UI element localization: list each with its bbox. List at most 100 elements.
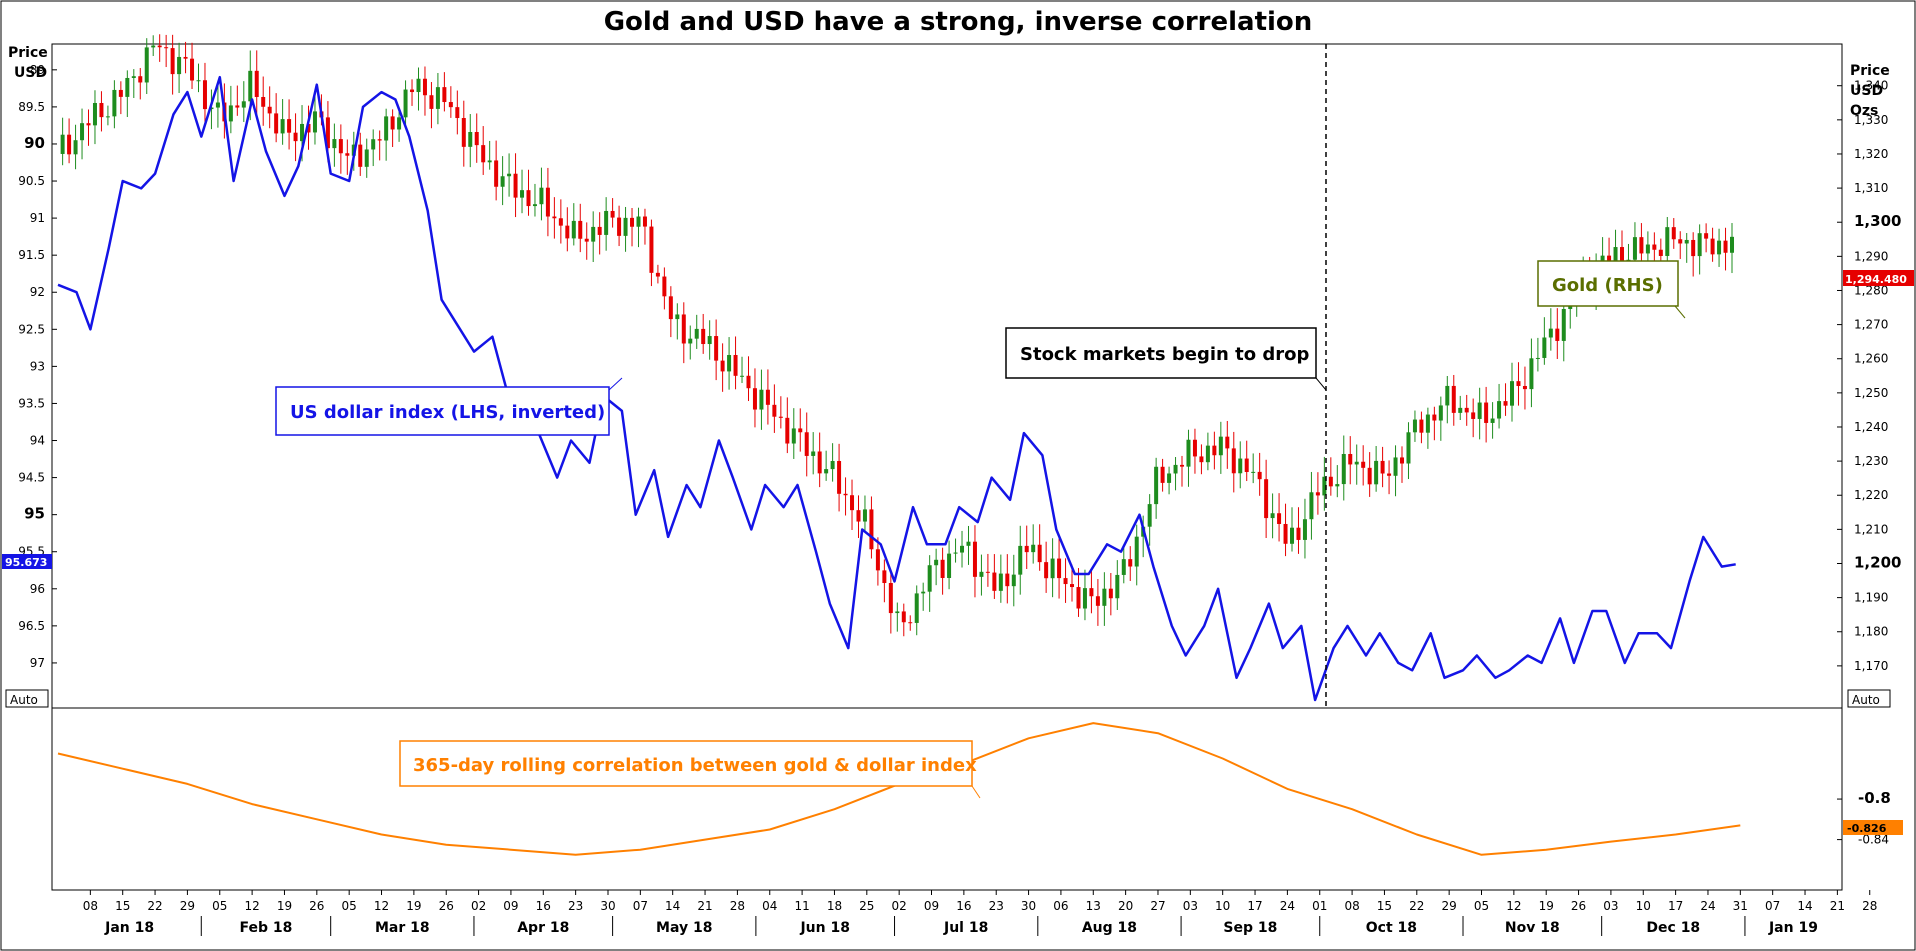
left-auto-button[interactable]: Auto bbox=[5, 689, 49, 708]
gold-candle bbox=[571, 203, 576, 246]
left-tick-label: 95 bbox=[24, 505, 45, 523]
gold-candle bbox=[86, 109, 91, 146]
gold-candle bbox=[371, 129, 376, 167]
gold-candle bbox=[364, 138, 369, 178]
x-day-label: 22 bbox=[1409, 899, 1424, 913]
x-month-label: Apr 18 bbox=[517, 920, 569, 936]
gold-candle bbox=[966, 525, 971, 565]
gold-candle bbox=[1309, 471, 1314, 540]
gold-candle bbox=[513, 153, 518, 218]
x-day-label: 23 bbox=[989, 899, 1004, 913]
right-auto-label: Auto bbox=[1852, 693, 1880, 707]
gold-candle bbox=[636, 207, 641, 248]
gold-candle bbox=[714, 319, 719, 381]
gold-candle bbox=[539, 167, 544, 221]
gold-candle bbox=[985, 553, 990, 587]
stocks-annotation: Stock markets begin to drop bbox=[1005, 327, 1327, 391]
gold-candle bbox=[507, 153, 512, 197]
gold-candle bbox=[312, 93, 317, 145]
right-tick-label: 1,300 bbox=[1854, 212, 1901, 230]
x-month-label: Nov 18 bbox=[1505, 920, 1560, 936]
gold-candle bbox=[241, 81, 246, 122]
gold-candle bbox=[1328, 457, 1333, 496]
right-tick-label: 1,340 bbox=[1854, 79, 1888, 93]
gold-candle bbox=[429, 82, 434, 129]
gold-candle bbox=[901, 603, 906, 637]
gold-candle bbox=[1167, 466, 1172, 495]
gold-candle bbox=[908, 615, 913, 631]
gold-annotation: Gold (RHS) bbox=[1537, 260, 1686, 319]
right-tick-label: 1,230 bbox=[1854, 454, 1888, 468]
gold-candle bbox=[1367, 452, 1372, 497]
gold-candle bbox=[688, 325, 693, 360]
gold-candle bbox=[487, 140, 492, 170]
gold-candle bbox=[1283, 503, 1288, 557]
left-tick-label: 97 bbox=[30, 656, 45, 670]
gold-candle bbox=[358, 132, 363, 176]
gold-candle bbox=[190, 42, 195, 89]
gold-candle bbox=[280, 99, 285, 145]
gold-candle bbox=[151, 35, 156, 57]
x-day-label: 24 bbox=[1700, 899, 1715, 913]
gold-candle bbox=[131, 69, 136, 99]
left-auto-label: Auto bbox=[10, 693, 38, 707]
gold-last-value-text: 1,294.480 bbox=[1845, 273, 1907, 286]
gold-candle bbox=[112, 80, 117, 129]
gold-candle bbox=[862, 495, 867, 533]
x-month-label: Jul 18 bbox=[943, 920, 988, 936]
gold-candle bbox=[1076, 568, 1081, 617]
gold-candle bbox=[157, 34, 162, 62]
gold-candle bbox=[177, 42, 182, 94]
gold-candle bbox=[1024, 525, 1029, 570]
gold-candle bbox=[338, 124, 343, 174]
gold-candle bbox=[422, 66, 427, 116]
gold-candle bbox=[1154, 457, 1159, 519]
x-day-label: 21 bbox=[697, 899, 712, 913]
gold-candle bbox=[1451, 374, 1456, 426]
gold-candle bbox=[856, 495, 861, 539]
gold-candle bbox=[209, 89, 214, 130]
correlation-last-value-text: -0.826 bbox=[1847, 822, 1887, 835]
gold-candle bbox=[526, 169, 531, 216]
right-auto-button[interactable]: Auto bbox=[1847, 689, 1891, 708]
x-day-label: 07 bbox=[633, 899, 648, 913]
gold-candle bbox=[1341, 435, 1346, 501]
left-axis-title-line2: USD bbox=[14, 65, 47, 81]
gold-candle bbox=[960, 530, 965, 568]
usd-last-value-badge: 95.673 bbox=[2, 554, 52, 569]
gold-candle bbox=[610, 198, 615, 228]
usd-index-line-group bbox=[57, 75, 1736, 702]
gold-candle bbox=[80, 108, 85, 160]
x-day-label: 12 bbox=[244, 899, 259, 913]
left-tick-label: 89.5 bbox=[18, 100, 45, 114]
x-day-label: 10 bbox=[1636, 899, 1651, 913]
gold-candle bbox=[740, 356, 745, 384]
x-day-label: 30 bbox=[1021, 899, 1036, 913]
gold-candle bbox=[1516, 362, 1521, 406]
gold-candle bbox=[668, 286, 673, 338]
x-day-label: 14 bbox=[665, 899, 680, 913]
gold-candle bbox=[235, 85, 240, 116]
x-day-label: 15 bbox=[115, 899, 130, 913]
stocks-annotation-text: Stock markets begin to drop bbox=[1020, 344, 1309, 365]
x-day-label: 26 bbox=[1571, 899, 1586, 913]
gold-candle bbox=[630, 208, 635, 247]
gold-candle bbox=[1497, 383, 1502, 429]
left-tick-label: 92 bbox=[30, 285, 45, 299]
gold-candle bbox=[1535, 337, 1540, 372]
usd-index-line bbox=[57, 75, 1736, 702]
left-tick-label: 96 bbox=[30, 582, 45, 596]
gold-annotation-text: Gold (RHS) bbox=[1552, 275, 1663, 296]
gold-candle bbox=[494, 140, 499, 201]
x-day-label: 07 bbox=[1765, 899, 1780, 913]
gold-candle bbox=[1425, 407, 1430, 449]
x-day-label: 18 bbox=[827, 899, 842, 913]
gold-candle bbox=[183, 41, 188, 74]
gold-candle bbox=[274, 93, 279, 143]
gold-candle bbox=[1277, 493, 1282, 542]
gold-candle bbox=[1723, 227, 1728, 271]
x-day-label: 27 bbox=[1150, 899, 1165, 913]
correlation-annotation-pointer bbox=[971, 785, 981, 799]
gold-candle bbox=[1717, 228, 1722, 267]
gold-candle bbox=[1082, 569, 1087, 621]
